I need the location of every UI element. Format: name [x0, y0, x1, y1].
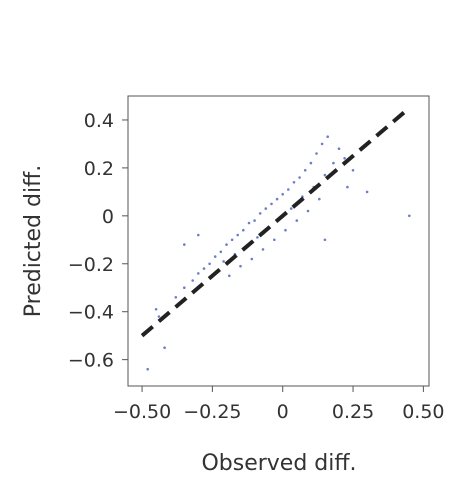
- data-point: [208, 262, 211, 266]
- data-point: [287, 188, 290, 191]
- x-tick-label: 0.50: [402, 401, 444, 423]
- data-point: [323, 173, 327, 177]
- data-point: [295, 219, 299, 222]
- reference-line: [140, 106, 411, 338]
- data-point: [174, 296, 178, 299]
- data-point: [154, 308, 158, 311]
- data-points: [146, 135, 411, 371]
- data-point: [346, 185, 349, 189]
- data-point: [225, 243, 228, 246]
- data-point: [326, 135, 330, 138]
- data-point: [239, 264, 242, 268]
- x-tick-label: 0: [277, 401, 289, 423]
- data-point: [253, 219, 256, 222]
- data-point: [219, 250, 223, 254]
- data-point: [197, 272, 200, 275]
- data-point: [197, 233, 200, 237]
- data-point: [309, 161, 313, 165]
- y-tick-label: 0.2: [84, 158, 114, 180]
- data-point: [183, 286, 186, 290]
- data-point: [332, 161, 335, 165]
- plot-frame: [127, 95, 430, 387]
- data-point: [273, 238, 276, 242]
- y-tick-label: 0.4: [84, 110, 114, 132]
- data-point: [264, 207, 268, 210]
- data-point: [284, 228, 287, 232]
- data-point: [323, 238, 327, 242]
- data-point: [146, 367, 149, 371]
- y-tick-label: −0.6: [68, 350, 114, 372]
- data-point: [365, 190, 369, 194]
- data-point: [183, 243, 186, 246]
- data-point: [247, 221, 251, 225]
- x-tick-label: −0.50: [113, 401, 171, 423]
- data-point: [292, 181, 296, 184]
- data-point: [157, 315, 161, 318]
- data-point: [289, 207, 293, 210]
- data-point: [343, 157, 346, 160]
- x-axis-label: Observed diff.: [201, 451, 356, 476]
- data-point: [303, 169, 307, 172]
- data-point: [242, 228, 245, 232]
- x-tick-label: −0.25: [183, 401, 241, 423]
- data-point: [213, 255, 217, 258]
- data-point: [315, 152, 318, 155]
- data-point: [258, 212, 262, 215]
- data-point: [306, 209, 310, 213]
- data-point: [281, 193, 285, 196]
- y-axis: −0.6 −0.4 −0.2 0 0.2 0.4: [68, 110, 128, 372]
- data-point: [298, 176, 301, 179]
- y-tick-label: −0.4: [68, 302, 114, 324]
- data-point: [222, 260, 225, 263]
- data-point: [163, 346, 166, 350]
- data-point: [230, 238, 234, 242]
- data-point: [250, 257, 254, 261]
- data-point: [191, 279, 194, 282]
- data-point: [337, 147, 341, 150]
- x-tick-label: 0.25: [332, 401, 374, 423]
- data-point: [228, 274, 231, 278]
- data-point: [236, 233, 239, 237]
- data-point: [270, 202, 273, 206]
- y-tick-label: 0: [102, 206, 114, 228]
- data-point: [202, 267, 206, 270]
- data-point: [261, 248, 265, 251]
- data-point: [320, 142, 324, 146]
- data-point: [408, 214, 411, 218]
- data-point: [275, 197, 279, 201]
- y-axis-label: Predicted diff.: [21, 165, 46, 318]
- data-point: [256, 236, 259, 239]
- data-point: [318, 197, 321, 201]
- y-tick-label: −0.2: [68, 254, 114, 276]
- x-axis: −0.50 −0.25 0 0.25 0.50: [113, 386, 445, 423]
- data-point: [351, 169, 355, 172]
